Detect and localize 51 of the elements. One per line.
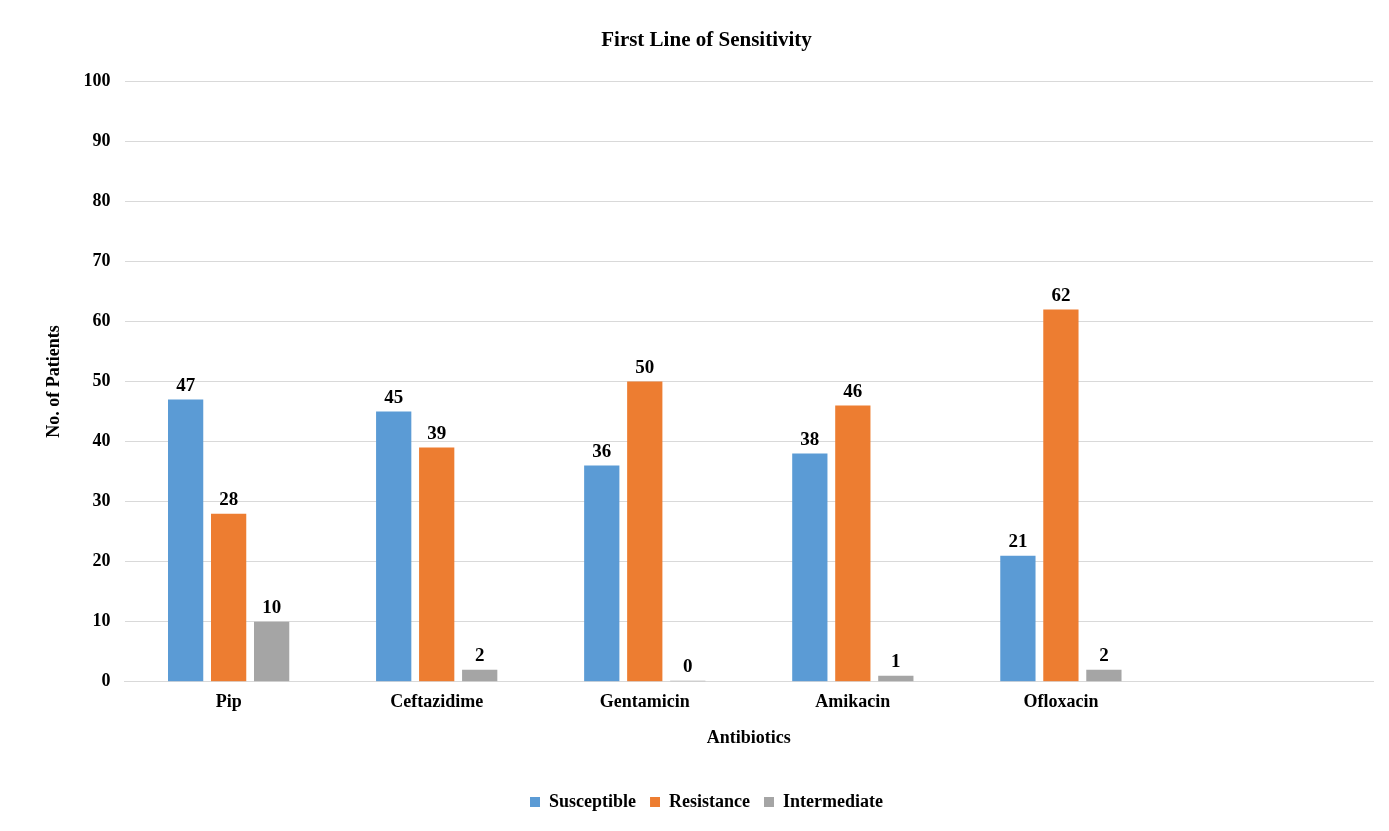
bar: [1086, 669, 1122, 682]
y-tick-label: 0: [101, 670, 111, 691]
data-label: 50: [635, 355, 655, 377]
bar: [254, 621, 290, 682]
x-tick-label: Gentamicin: [599, 691, 690, 712]
bar: [1000, 555, 1036, 682]
x-axis-title: Antibiotics: [706, 726, 791, 747]
data-label: 45: [384, 385, 404, 407]
data-label: 21: [1008, 530, 1028, 552]
y-tick-label: 40: [92, 430, 111, 451]
bar: [627, 381, 663, 682]
y-tick-label: 50: [92, 370, 111, 391]
bar: [419, 447, 455, 682]
bar: [584, 465, 620, 682]
x-tick-label: Amikacin: [815, 691, 891, 712]
bar: [168, 399, 204, 682]
bar: [878, 675, 914, 682]
x-tick-label: Pip: [215, 691, 242, 712]
y-tick-label: 10: [92, 610, 111, 631]
data-label: 2: [1099, 644, 1109, 666]
data-label: 46: [843, 379, 863, 401]
legend-label: Susceptible: [549, 790, 637, 811]
chart-title: First Line of Sensitivity: [601, 27, 813, 52]
y-tick-label: 20: [92, 550, 111, 571]
legend-label: Resistance: [669, 790, 751, 811]
bar: [835, 405, 871, 682]
bar: [1043, 309, 1079, 682]
data-label: 36: [592, 439, 612, 461]
y-axis-title: No. of Patients: [43, 325, 64, 438]
y-tick-label: 100: [83, 69, 111, 90]
x-tick-label: Ofloxacin: [1023, 691, 1099, 712]
data-label: 62: [1051, 283, 1071, 305]
data-label: 28: [219, 488, 239, 510]
y-tick-label: 90: [92, 129, 111, 150]
data-label: 0: [683, 655, 693, 677]
data-label: 10: [262, 596, 282, 618]
data-label: 1: [891, 650, 901, 672]
data-label: 39: [427, 421, 447, 443]
legend-label: Intermediate: [783, 790, 883, 811]
data-label: 38: [800, 427, 820, 449]
x-tick-label: Ceftazidime: [390, 691, 484, 712]
y-tick-label: 80: [92, 189, 111, 210]
data-label: 47: [176, 373, 196, 395]
bar: [211, 513, 247, 682]
y-tick-label: 30: [92, 490, 111, 511]
bar: [792, 453, 828, 682]
bar: [462, 669, 498, 682]
y-tick-label: 60: [92, 310, 111, 331]
y-tick-label: 70: [92, 250, 111, 271]
data-label: 2: [474, 644, 485, 666]
bar: [376, 411, 412, 682]
